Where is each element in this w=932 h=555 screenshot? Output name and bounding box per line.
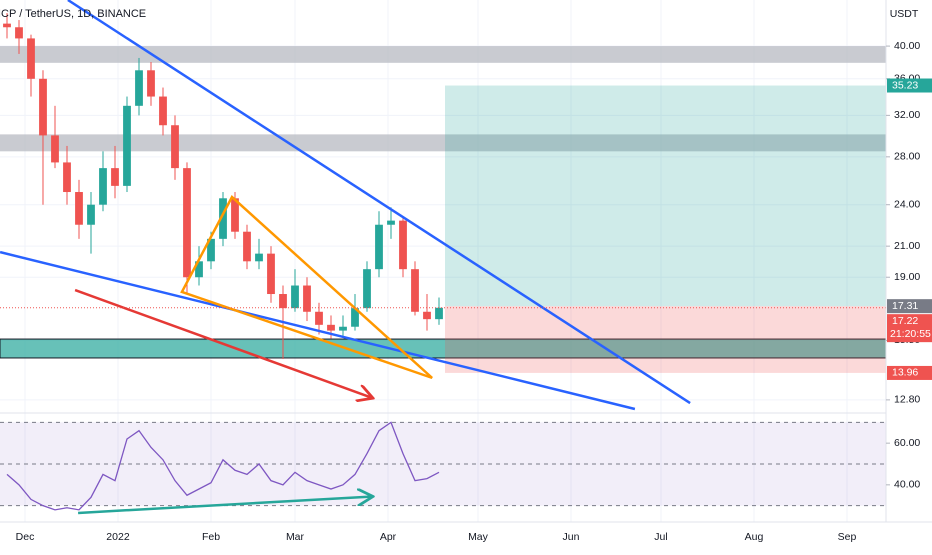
candle-body — [87, 204, 95, 225]
candle-body — [255, 253, 263, 262]
candle-body — [147, 70, 155, 97]
candle-body — [243, 231, 251, 262]
candle-body — [27, 38, 35, 79]
candle-body — [435, 307, 443, 320]
plot-layer — [0, 0, 887, 522]
candle-body — [399, 220, 407, 270]
y-tick-label: 28.00 — [894, 151, 920, 163]
candle-body — [351, 308, 359, 327]
candle-body — [15, 27, 23, 39]
candle-body — [267, 253, 275, 295]
x-tick-label: 2022 — [106, 531, 130, 543]
entry-label-box — [887, 299, 932, 314]
candle-body — [123, 105, 131, 186]
zone — [0, 46, 886, 63]
candle-body — [423, 311, 431, 320]
x-tick-label: May — [468, 531, 489, 543]
zone — [0, 134, 886, 152]
candle-body — [363, 269, 371, 309]
rsi-tick-label: 40.00 — [894, 479, 920, 491]
target-label-box — [887, 78, 932, 93]
y-tick-label: 32.00 — [894, 109, 920, 121]
x-tick-label: Jul — [654, 531, 667, 543]
candle-body — [99, 168, 107, 205]
x-tick-label: Aug — [745, 531, 764, 543]
candle-body — [63, 162, 71, 193]
last-price-label: 17.22 — [892, 315, 918, 327]
candle-body — [339, 326, 347, 331]
entry-label: 17.31 — [892, 300, 918, 312]
candle-body — [315, 311, 323, 325]
candle-body — [171, 125, 179, 169]
candle-body — [279, 294, 287, 309]
rsi-arrow — [78, 497, 373, 515]
x-tick-label: Dec — [16, 531, 35, 543]
target-label: 35.23 — [892, 79, 918, 91]
last-price-box — [887, 314, 932, 343]
drawing-line — [74, 288, 373, 398]
candle-body — [387, 220, 395, 225]
candle-body — [195, 261, 203, 278]
rsi-line — [6, 421, 440, 511]
target-zone — [444, 85, 886, 307]
stop-label: 13.96 — [892, 367, 918, 379]
currency-label: USDT — [890, 8, 919, 20]
candle-body — [75, 192, 83, 225]
rsi-tick-label: 60.00 — [894, 437, 920, 449]
candle-body — [51, 135, 59, 163]
stop-zone — [444, 306, 886, 373]
x-tick-label: Mar — [286, 531, 305, 543]
y-tick-label: 19.00 — [894, 271, 920, 283]
chart-title: ICP / TetherUS, 1D, BINANCE — [0, 8, 146, 20]
candle-body — [39, 78, 47, 136]
candle-body — [183, 168, 191, 278]
x-tick-label: Sep — [838, 531, 857, 543]
drawing-line — [0, 250, 636, 411]
candle-body — [327, 324, 335, 331]
candle-body — [291, 285, 299, 309]
candle-body — [303, 285, 311, 312]
drawing-line — [67, 0, 691, 405]
candle-body — [207, 238, 215, 262]
y-tick-label: 24.00 — [894, 198, 920, 210]
drawing-line — [180, 195, 433, 380]
candle-body — [135, 70, 143, 106]
candle-body — [111, 168, 119, 186]
y-tick-label: 40.00 — [894, 40, 920, 52]
y-tick-label: 12.80 — [894, 394, 920, 406]
candle-body — [375, 224, 383, 270]
candle-body — [159, 96, 167, 126]
candle-body — [231, 198, 239, 232]
x-tick-label: Feb — [202, 531, 220, 543]
candle-body — [3, 23, 11, 28]
x-tick-label: Jun — [563, 531, 580, 543]
x-tick-label: Apr — [380, 531, 397, 543]
candle-body — [219, 198, 227, 239]
candle-body — [411, 269, 419, 312]
countdown: 21:20:55 — [890, 328, 931, 340]
stop-label-box — [887, 365, 932, 380]
y-tick-label: 21.00 — [894, 240, 920, 252]
